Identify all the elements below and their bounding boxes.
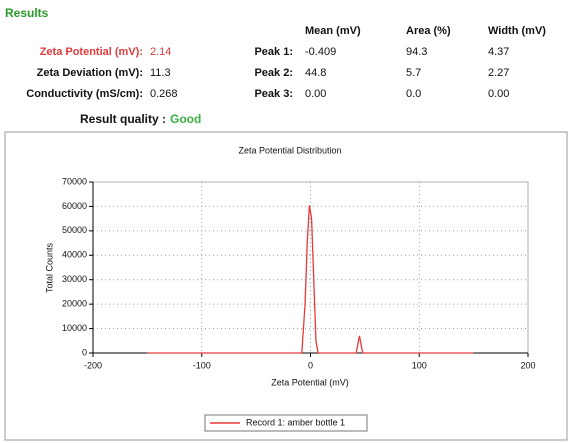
- peak-value: 4.37: [488, 46, 510, 58]
- peak-value: 5.7: [406, 67, 422, 79]
- y-tick-label: 50000: [62, 225, 87, 235]
- summary-label: Conductivity (mS/cm):: [26, 88, 143, 100]
- y-axis-title: Total Counts: [44, 242, 54, 293]
- peak-label: Peak 2:: [254, 67, 293, 79]
- chart-frame: [4, 131, 568, 441]
- peak-value: -0.409: [305, 46, 337, 58]
- y-tick-label: 10000: [62, 323, 87, 333]
- x-tick-label: 200: [520, 360, 535, 370]
- summary-value: 2.14: [150, 46, 172, 58]
- peak-value: 0.0: [406, 88, 422, 100]
- y-tick-label: 0: [82, 347, 87, 357]
- chart-title: Zeta Potential Distribution: [238, 145, 341, 155]
- summary-value: 0.268: [150, 88, 178, 100]
- peak-header: Area (%): [406, 25, 451, 37]
- x-axis-title: Zeta Potential (mV): [271, 377, 349, 387]
- y-tick-label: 70000: [62, 176, 87, 186]
- summary-label: Zeta Deviation (mV):: [36, 67, 143, 79]
- results-title: Results: [5, 6, 49, 20]
- summary-value: 11.3: [150, 67, 171, 79]
- x-tick-label: -100: [193, 360, 211, 370]
- peak-label: Peak 3:: [254, 88, 293, 100]
- peak-value: 94.3: [406, 46, 428, 58]
- legend-label: Record 1: amber bottle 1: [246, 417, 345, 427]
- quality-value: Good: [170, 112, 202, 126]
- peak-header: Mean (mV): [305, 25, 361, 37]
- y-tick-label: 40000: [62, 250, 87, 260]
- y-tick-label: 20000: [62, 299, 87, 309]
- x-tick-label: 100: [412, 360, 427, 370]
- peak-header: Width (mV): [488, 25, 546, 37]
- peak-value: 44.8: [305, 67, 327, 79]
- summary-label: Zeta Potential (mV):: [39, 46, 143, 58]
- legend-box: [204, 414, 368, 432]
- y-tick-label: 30000: [62, 274, 87, 284]
- peak-value: 0.00: [488, 88, 510, 100]
- quality-label: Result quality :: [79, 112, 166, 126]
- x-tick-label: -200: [84, 360, 102, 370]
- peak-value: 0.00: [305, 88, 327, 100]
- plot-area: [92, 181, 529, 354]
- y-tick-label: 60000: [62, 201, 87, 211]
- series-line: [147, 205, 474, 354]
- peak-label: Peak 1:: [254, 46, 293, 58]
- x-tick-label: 0: [308, 360, 313, 370]
- peak-value: 2.27: [488, 67, 510, 79]
